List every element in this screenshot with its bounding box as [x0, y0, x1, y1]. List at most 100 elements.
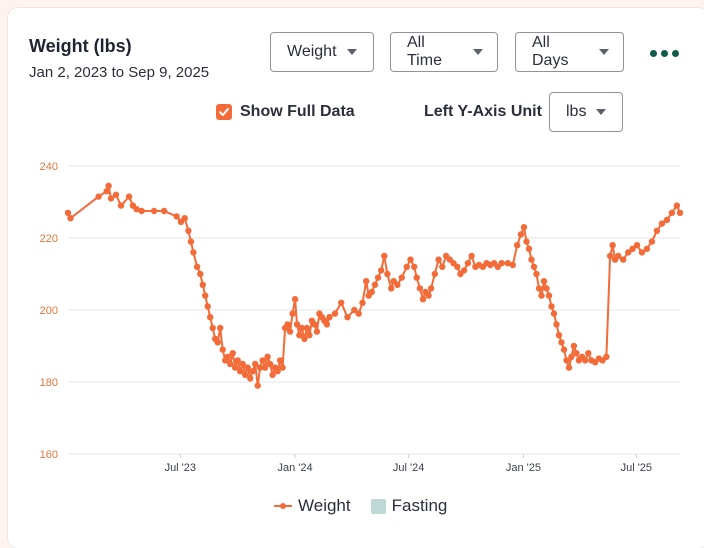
data-point	[249, 368, 256, 375]
data-point	[371, 281, 379, 288]
data-point	[160, 207, 168, 215]
period-dropdown[interactable]: All Time	[390, 32, 498, 72]
data-point	[266, 360, 274, 368]
axis-unit-dropdown[interactable]: lbs	[549, 92, 623, 132]
left-axis-unit-label: Left Y-Axis Unit	[424, 103, 542, 120]
data-point	[219, 346, 226, 353]
data-point	[323, 321, 331, 328]
data-point	[227, 360, 234, 368]
data-point	[388, 285, 395, 292]
data-point	[293, 321, 301, 328]
data-point	[261, 364, 269, 371]
data-point	[533, 270, 540, 278]
data-point	[229, 350, 236, 357]
data-point	[204, 303, 211, 310]
data-point	[150, 207, 158, 215]
data-point	[411, 263, 418, 270]
data-point	[540, 278, 548, 285]
data-point	[291, 296, 299, 303]
data-point	[419, 296, 427, 303]
data-point	[202, 292, 209, 299]
chart-legend: Weight Fasting	[274, 496, 447, 516]
data-point	[256, 364, 264, 371]
data-point	[603, 353, 610, 360]
data-point	[609, 242, 616, 249]
data-point	[545, 292, 553, 299]
data-point	[384, 270, 391, 278]
data-point	[563, 357, 570, 364]
data-point	[313, 328, 321, 335]
data-point	[643, 245, 651, 252]
data-point	[427, 285, 435, 292]
data-point	[107, 195, 115, 202]
data-point	[570, 342, 578, 350]
days-dropdown[interactable]: All Days	[515, 32, 624, 72]
data-point	[520, 224, 528, 231]
date-range: Jan 2, 2023 to Sep 9, 2025	[29, 64, 210, 81]
square-swatch-icon	[370, 498, 386, 514]
data-point	[403, 263, 410, 270]
data-point	[193, 263, 201, 270]
more-options-icon[interactable]	[650, 50, 679, 57]
data-point	[296, 332, 303, 339]
data-point	[214, 339, 221, 346]
data-point	[363, 278, 370, 285]
data-point	[301, 335, 308, 342]
data-point	[181, 215, 188, 222]
data-point	[568, 353, 575, 360]
data-point	[344, 314, 351, 321]
data-point	[504, 260, 511, 267]
data-point	[620, 256, 627, 263]
data-point	[187, 238, 195, 245]
data-point	[311, 321, 318, 328]
data-point	[514, 242, 521, 249]
data-point	[565, 364, 573, 371]
data-point	[439, 263, 446, 270]
data-point	[638, 249, 646, 256]
data-point	[252, 360, 259, 368]
data-point	[407, 256, 414, 263]
data-point	[67, 215, 74, 222]
data-point	[435, 256, 442, 263]
weight-chart: 160 180 200 220 240 Jul '23 Jan '24 Jul '24 Jan …	[40, 161, 684, 474]
x-tick-label: Jan '24	[278, 462, 313, 474]
data-point	[64, 209, 72, 216]
metric-dropdown-value: Weight	[287, 43, 337, 60]
show-full-data-checkbox[interactable]	[216, 104, 232, 120]
data-point	[237, 368, 244, 375]
chevron-down-icon	[599, 49, 609, 55]
days-dropdown-value: All Days	[532, 34, 569, 69]
data-point	[553, 321, 560, 328]
data-point	[95, 193, 102, 200]
metric-dropdown[interactable]: Weight	[270, 32, 374, 72]
data-point	[648, 238, 656, 245]
y-tick-label: 220	[40, 233, 58, 245]
legend-weight[interactable]: Weight	[274, 496, 351, 516]
data-point	[269, 371, 276, 378]
chevron-down-icon	[473, 49, 483, 55]
data-point	[653, 227, 661, 234]
data-point	[398, 274, 405, 281]
data-point	[676, 209, 684, 216]
data-point	[232, 364, 239, 371]
data-point	[381, 252, 388, 260]
data-point	[276, 357, 284, 364]
data-point	[286, 328, 294, 335]
data-point	[326, 314, 333, 321]
data-point	[138, 207, 145, 215]
data-point	[582, 357, 589, 364]
data-point	[289, 310, 296, 317]
dot	[650, 50, 657, 57]
legend-fasting[interactable]: Fasting	[370, 496, 447, 516]
chevron-down-icon	[346, 49, 357, 55]
x-tick-label: Jul '24	[393, 462, 424, 474]
data-point	[239, 360, 246, 368]
data-point	[199, 281, 206, 288]
data-point	[244, 364, 251, 371]
dot	[661, 50, 668, 57]
data-point	[197, 270, 204, 278]
data-point	[673, 202, 681, 209]
show-full-data-label[interactable]: Show Full Data	[240, 103, 355, 120]
data-point	[517, 231, 525, 238]
period-dropdown-value: All Time	[407, 34, 442, 69]
